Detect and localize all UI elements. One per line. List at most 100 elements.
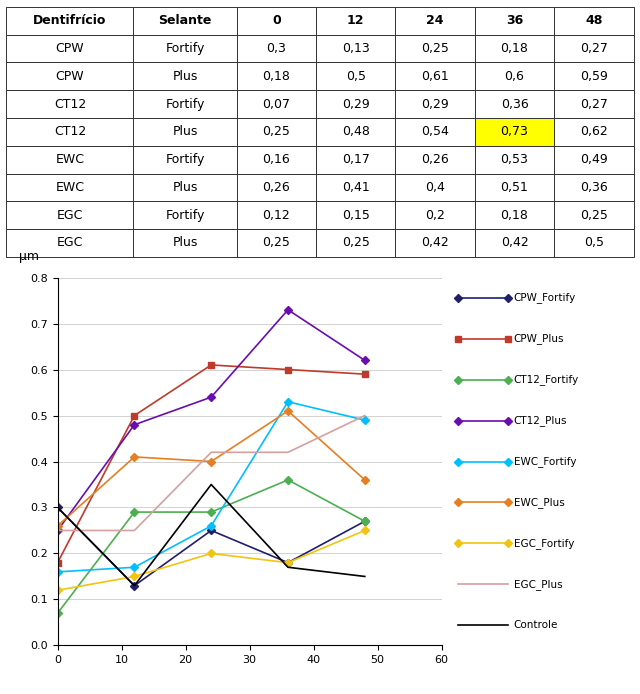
Text: 0,17: 0,17 <box>342 153 370 166</box>
Bar <box>6 174 133 201</box>
Bar <box>554 90 634 118</box>
Bar <box>6 229 133 257</box>
CT12_Fortify <box>361 517 369 525</box>
Text: 48: 48 <box>585 15 603 27</box>
Text: 0,3: 0,3 <box>266 42 286 55</box>
Text: 24: 24 <box>426 15 444 27</box>
Bar <box>475 174 554 201</box>
Line: EWC_Plus: EWC_Plus <box>55 408 367 529</box>
Bar <box>396 118 475 146</box>
Text: EWC: EWC <box>56 181 84 194</box>
Text: CT12: CT12 <box>54 98 86 110</box>
EGC_Fortify <box>54 586 61 594</box>
CT12_Plus <box>207 393 215 401</box>
EWC_Plus <box>131 452 138 461</box>
Text: 0,54: 0,54 <box>421 126 449 138</box>
Bar <box>237 201 316 229</box>
EWC_Fortify <box>284 398 292 406</box>
Text: CPW_Fortify: CPW_Fortify <box>513 293 576 303</box>
Text: EWC: EWC <box>56 153 84 166</box>
CPW_Fortify <box>207 526 215 534</box>
EWC_Plus <box>361 476 369 484</box>
Text: 0,16: 0,16 <box>262 153 290 166</box>
Text: 0,4: 0,4 <box>425 181 445 194</box>
Bar <box>396 90 475 118</box>
CPW_Fortify <box>361 517 369 525</box>
Text: 0,53: 0,53 <box>500 153 529 166</box>
Text: CT12_Fortify: CT12_Fortify <box>513 374 579 385</box>
Bar <box>133 35 237 62</box>
CT12_Plus <box>54 526 61 534</box>
Text: 0,18: 0,18 <box>262 70 291 83</box>
Bar <box>316 7 396 35</box>
Text: EGC_Plus: EGC_Plus <box>513 579 562 590</box>
Bar <box>133 146 237 174</box>
Text: 0,42: 0,42 <box>500 237 529 249</box>
Controle <box>207 480 215 489</box>
CPW_Plus <box>284 365 292 373</box>
EGC_Plus <box>207 448 215 457</box>
Controle <box>131 582 138 590</box>
Text: CPW: CPW <box>56 42 84 55</box>
Text: Fortify: Fortify <box>165 98 205 110</box>
Bar <box>316 118 396 146</box>
Text: 0,51: 0,51 <box>500 181 529 194</box>
Line: CPW_Plus: CPW_Plus <box>55 362 367 566</box>
CT12_Fortify <box>207 508 215 516</box>
Bar <box>475 146 554 174</box>
Bar <box>554 35 634 62</box>
EGC_Plus <box>284 448 292 457</box>
Line: EGC_Fortify: EGC_Fortify <box>55 527 367 593</box>
Text: 0,49: 0,49 <box>580 153 608 166</box>
Text: 0,29: 0,29 <box>342 98 370 110</box>
Text: 0,26: 0,26 <box>262 181 290 194</box>
Text: Fortify: Fortify <box>165 42 205 55</box>
Text: EGC: EGC <box>57 209 83 221</box>
EWC_Fortify <box>207 522 215 530</box>
Bar <box>396 146 475 174</box>
CT12_Plus <box>284 305 292 314</box>
Line: EWC_Fortify: EWC_Fortify <box>55 399 367 575</box>
Text: Plus: Plus <box>172 70 198 83</box>
Text: 0,27: 0,27 <box>580 42 608 55</box>
Text: CT12: CT12 <box>54 126 86 138</box>
Bar <box>237 118 316 146</box>
Text: 0,41: 0,41 <box>342 181 370 194</box>
Bar <box>316 174 396 201</box>
Bar <box>237 7 316 35</box>
Controle <box>284 563 292 571</box>
Text: EWC_Fortify: EWC_Fortify <box>513 456 576 467</box>
Text: 0,07: 0,07 <box>262 98 291 110</box>
Bar <box>316 201 396 229</box>
CPW_Fortify <box>284 559 292 567</box>
Bar <box>396 62 475 90</box>
Text: 0,18: 0,18 <box>500 209 529 221</box>
Text: 0,42: 0,42 <box>421 237 449 249</box>
Text: 0,59: 0,59 <box>580 70 608 83</box>
Bar <box>6 62 133 90</box>
Line: CT12_Plus: CT12_Plus <box>55 307 367 533</box>
Text: 0,29: 0,29 <box>421 98 449 110</box>
EGC_Fortify <box>361 526 369 534</box>
Bar <box>554 146 634 174</box>
Text: Plus: Plus <box>172 181 198 194</box>
Line: CPW_Fortify: CPW_Fortify <box>55 505 367 589</box>
Text: Fortify: Fortify <box>165 209 205 221</box>
Bar <box>396 35 475 62</box>
Line: Controle: Controle <box>58 484 365 586</box>
EGC_Plus <box>54 526 61 534</box>
CT12_Plus <box>361 356 369 364</box>
Bar <box>6 90 133 118</box>
Bar <box>237 146 316 174</box>
Bar <box>554 62 634 90</box>
Text: 0,6: 0,6 <box>504 70 524 83</box>
CPW_Plus <box>361 370 369 378</box>
Bar <box>475 90 554 118</box>
Text: 12: 12 <box>347 15 364 27</box>
Bar <box>133 174 237 201</box>
Bar <box>6 35 133 62</box>
Text: 0,5: 0,5 <box>584 237 604 249</box>
Bar <box>133 62 237 90</box>
CPW_Plus <box>131 412 138 420</box>
Text: 0,2: 0,2 <box>425 209 445 221</box>
